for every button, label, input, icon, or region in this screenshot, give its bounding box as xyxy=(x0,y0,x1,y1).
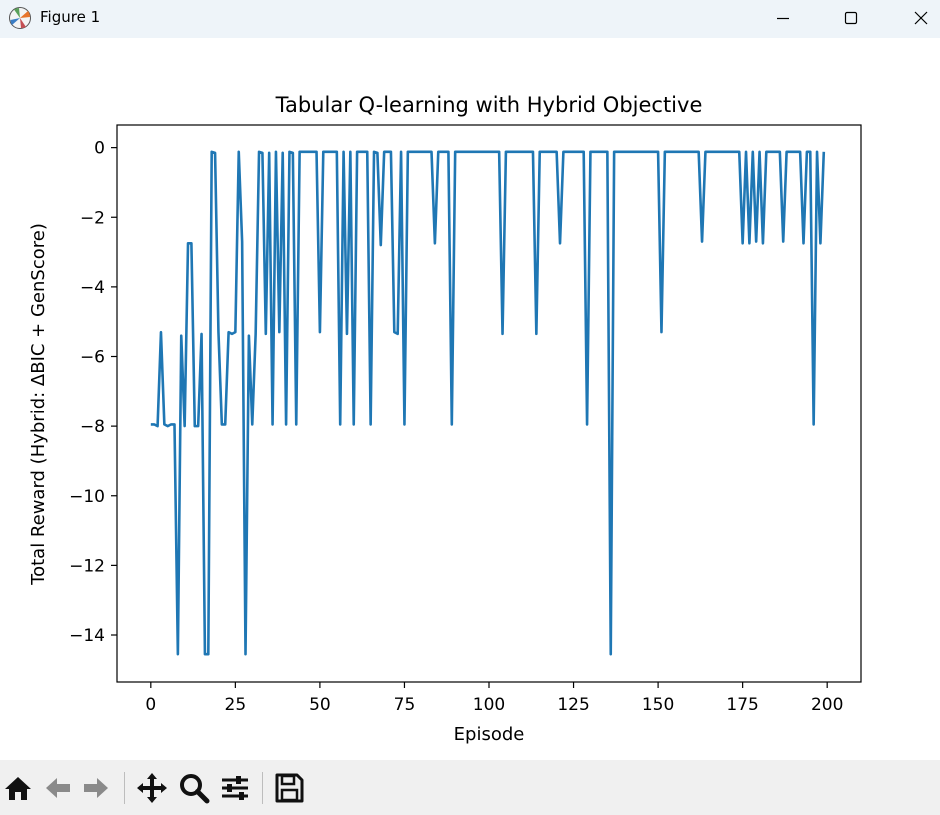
minimize-icon xyxy=(777,17,789,20)
chart-title: Tabular Q-learning with Hybrid Objective xyxy=(275,93,703,117)
x-tick-label: 200 xyxy=(811,695,843,715)
y-tick-label: −10 xyxy=(69,487,105,507)
toolbar-separator xyxy=(262,772,263,804)
x-tick-label: 25 xyxy=(225,695,247,715)
plot-area xyxy=(116,124,862,683)
pan-button[interactable] xyxy=(134,770,170,806)
home-button[interactable] xyxy=(0,770,36,806)
y-tick-label: −14 xyxy=(69,626,105,646)
x-tick-label: 50 xyxy=(309,695,331,715)
forward-arrow-icon xyxy=(84,778,108,798)
configure-subplots-button[interactable] xyxy=(217,770,253,806)
home-icon xyxy=(5,777,31,800)
zoom-magnifier-icon xyxy=(180,774,210,804)
x-tick-label: 125 xyxy=(557,695,589,715)
pan-move-icon xyxy=(137,773,167,803)
x-axis: 0 25 50 75 100 125 150 175 200 xyxy=(145,682,843,715)
y-tick-label: −6 xyxy=(80,348,105,368)
x-tick-label: 100 xyxy=(473,695,505,715)
save-button[interactable] xyxy=(271,770,307,806)
forward-button[interactable] xyxy=(78,770,114,806)
minimize-button[interactable] xyxy=(760,0,806,36)
window-title: Figure 1 xyxy=(40,8,101,26)
maximize-button[interactable] xyxy=(828,0,874,36)
back-arrow-icon xyxy=(46,778,70,798)
y-tick-label: −12 xyxy=(69,556,105,576)
y-tick-label: 0 xyxy=(94,139,105,159)
matplotlib-icon xyxy=(9,7,31,29)
zoom-button[interactable] xyxy=(176,770,212,806)
x-axis-label: Episode xyxy=(454,724,525,745)
x-tick-label: 175 xyxy=(726,695,758,715)
y-axis: 0 −2 −4 −6 −8 −10 −12 −14 xyxy=(69,139,117,646)
x-tick-label: 0 xyxy=(145,695,156,715)
y-tick-label: −4 xyxy=(80,278,105,298)
line-chart: Tabular Q-learning with Hybrid Objective… xyxy=(28,93,862,745)
y-axis-label: Total Reward (Hybrid: ΔBIC + GenScore) xyxy=(28,223,49,586)
x-tick-label: 75 xyxy=(394,695,416,715)
maximize-icon xyxy=(844,11,858,25)
toolbar-separator xyxy=(124,772,125,804)
navigation-toolbar xyxy=(0,760,940,815)
configure-subplots-icon xyxy=(222,776,248,800)
y-tick-label: −8 xyxy=(80,417,105,437)
back-button[interactable] xyxy=(40,770,76,806)
x-tick-label: 150 xyxy=(642,695,674,715)
close-button[interactable] xyxy=(898,0,940,36)
y-tick-label: −2 xyxy=(80,208,105,228)
save-floppy-icon xyxy=(275,773,304,803)
window-titlebar: Figure 1 xyxy=(0,0,940,38)
close-icon xyxy=(914,11,928,25)
figure-canvas: Tabular Q-learning with Hybrid Objective… xyxy=(0,38,940,760)
series-line-0 xyxy=(150,150,826,656)
